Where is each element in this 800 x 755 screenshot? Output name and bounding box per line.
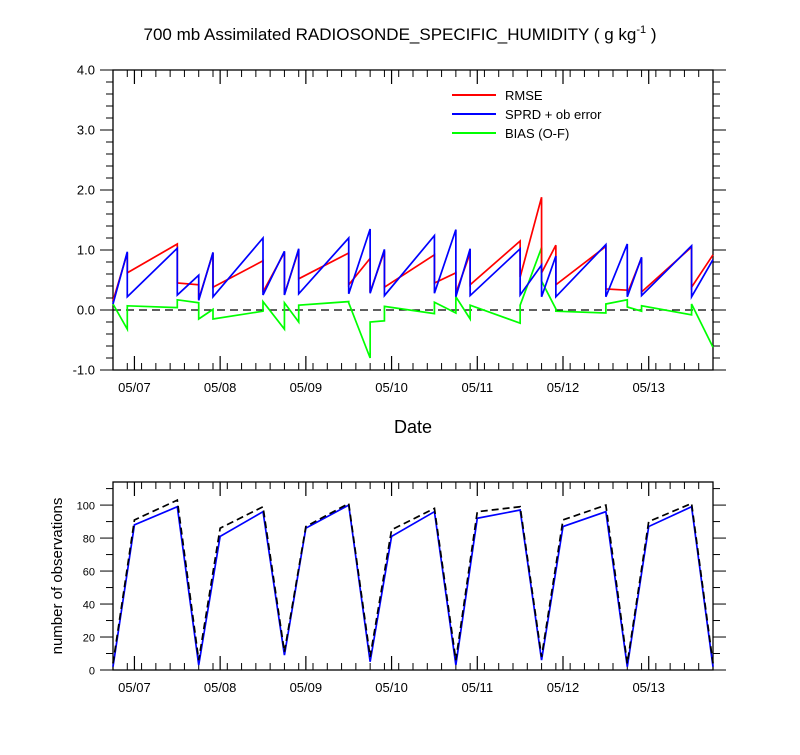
x-tick-label: 05/13 <box>632 680 665 695</box>
y-tick-label: 3.0 <box>77 123 95 138</box>
y-tick-label: 0.0 <box>77 303 95 318</box>
y-axis-title-observations: number of observations <box>49 498 66 655</box>
series-line-sprd-ob-error <box>112 228 714 305</box>
legend-label: BIAS (O-F) <box>505 126 569 141</box>
y-tick-label: 80 <box>83 534 95 546</box>
y-tick-label: 20 <box>83 633 95 645</box>
x-tick-label: 05/10 <box>375 380 408 395</box>
x-tick-label: 05/13 <box>632 380 665 395</box>
legend-label: RMSE <box>505 88 543 103</box>
y-tick-label: 0 <box>89 666 95 678</box>
legend-label: SPRD + ob error <box>505 107 602 122</box>
y-tick-label: 2.0 <box>77 183 95 198</box>
x-tick-label: 05/10 <box>375 680 408 695</box>
y-tick-label: 4.0 <box>77 63 95 78</box>
chart-title-superscript: -1 <box>636 24 646 36</box>
y-tick-label: 40 <box>83 600 95 612</box>
x-tick-label: 05/08 <box>204 680 237 695</box>
y-tick-label: 100 <box>77 501 95 513</box>
chart-title-end: ) <box>646 25 656 44</box>
top-plot-frame <box>112 69 714 371</box>
x-tick-label: 05/11 <box>461 680 493 695</box>
chart-title-main: 700 mb Assimilated RADIOSONDE_SPECIFIC_H… <box>144 25 637 44</box>
x-tick-label: 05/08 <box>204 380 237 395</box>
x-tick-label: 05/09 <box>290 680 323 695</box>
x-axis-title: Date <box>394 417 432 437</box>
y-tick-label: 60 <box>83 567 95 579</box>
x-tick-label: 05/09 <box>290 380 323 395</box>
chart-title: 700 mb Assimilated RADIOSONDE_SPECIFIC_H… <box>144 24 657 44</box>
legend: RMSE SPRD + ob error BIAS (O-F) <box>452 88 602 141</box>
x-tick-label: 05/12 <box>547 380 580 395</box>
x-tick-label: 05/07 <box>118 380 151 395</box>
x-tick-label: 05/11 <box>461 380 493 395</box>
top-plot-layer: 05/07 05/08 05/09 05/10 05/11 05/12 05/13 -1.0 0… <box>73 63 726 395</box>
series-line-used <box>112 503 714 667</box>
x-tick-label: 05/12 <box>547 680 580 695</box>
x-tick-label: 05/07 <box>118 680 151 695</box>
bottom-plot-layer: 05/07 05/08 05/09 05/10 05/11 05/12 05/13 0 20 40… <box>77 482 726 695</box>
y-tick-label: 1.0 <box>77 243 95 258</box>
series-line-possible <box>112 498 714 664</box>
series-line-bias-o-f <box>112 247 714 359</box>
y-tick-label: -1.0 <box>73 363 95 378</box>
